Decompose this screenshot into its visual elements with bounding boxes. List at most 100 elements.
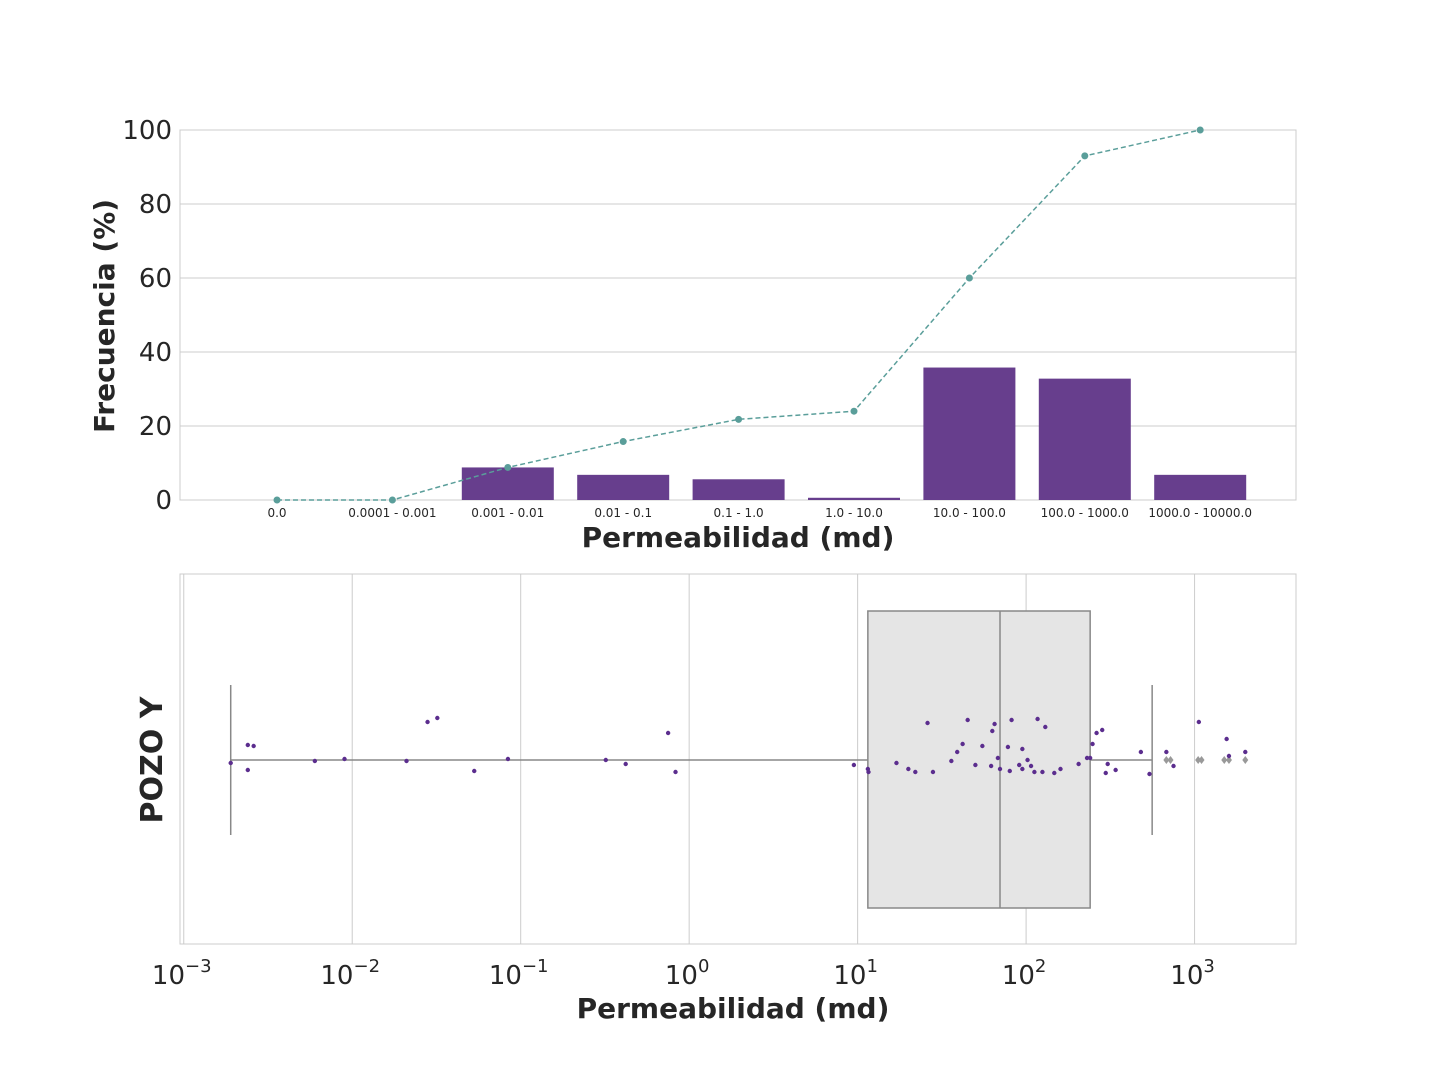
bar bbox=[577, 474, 670, 500]
top-x-tick-label: 1.0 - 10.0 bbox=[825, 506, 883, 520]
top-x-tick-label: 100.0 - 1000.0 bbox=[1041, 506, 1129, 520]
top-y-tick-label: 40 bbox=[139, 338, 172, 368]
top-x-axis-label: Permeabilidad (md) bbox=[582, 521, 895, 554]
strip-point bbox=[1007, 768, 1012, 774]
bottom-x-tick-label: 10−3 bbox=[152, 956, 212, 991]
strip-point bbox=[435, 715, 440, 721]
bottom-x-tick-label: 103 bbox=[1170, 956, 1215, 991]
top-y-tick-label: 80 bbox=[139, 190, 172, 220]
strip-point bbox=[990, 728, 995, 734]
strip-point bbox=[988, 763, 994, 769]
top-x-tick-labels: 0.0 0.0001 - 0.001 0.001 - 0.01 0.01 - 0.1 0… bbox=[267, 506, 1252, 520]
strip-point bbox=[603, 757, 608, 763]
strip-point bbox=[623, 761, 628, 767]
permeability-box-plot: 10−3 10−2 10−1 100 101 102 103 Permeabilidad (… bbox=[135, 573, 1297, 1025]
strip-point bbox=[906, 766, 911, 772]
cumulative-point bbox=[1081, 152, 1089, 160]
strip-point bbox=[1171, 763, 1176, 769]
strip-point bbox=[251, 743, 256, 749]
strip-point bbox=[1025, 757, 1030, 763]
strip-point bbox=[992, 721, 997, 727]
strip-point bbox=[505, 756, 511, 762]
bottom-x-axis-label: Permeabilidad (md) bbox=[577, 992, 890, 1025]
top-x-tick-label: 0.01 - 0.1 bbox=[594, 506, 652, 520]
cumulative-point bbox=[850, 407, 858, 415]
top-x-tick-label: 0.0001 - 0.001 bbox=[348, 506, 436, 520]
outlier-marker bbox=[1195, 756, 1202, 764]
strip-point bbox=[228, 760, 233, 766]
top-y-tick-label: 20 bbox=[139, 412, 172, 442]
iqr-box bbox=[867, 610, 1091, 909]
strip-point bbox=[949, 758, 954, 764]
strip-point bbox=[930, 769, 936, 775]
outlier-marker bbox=[1221, 756, 1228, 764]
strip-point bbox=[894, 760, 899, 766]
cumulative-point bbox=[1196, 126, 1204, 134]
top-y-axis-label: Frecuencia (%) bbox=[88, 199, 121, 433]
bottom-x-tick-label: 100 bbox=[665, 956, 710, 991]
strip-point bbox=[1243, 749, 1248, 755]
strip-point bbox=[1113, 767, 1118, 773]
strip-point bbox=[1138, 749, 1144, 755]
top-x-tick-label: 0.1 - 1.0 bbox=[714, 506, 764, 520]
strip-point bbox=[245, 767, 251, 773]
strip-point bbox=[1052, 770, 1057, 776]
outlier-marker bbox=[1163, 756, 1170, 764]
outlier-marker bbox=[1198, 756, 1205, 764]
strip-point bbox=[1094, 730, 1099, 736]
strip-point bbox=[1017, 762, 1022, 768]
strip-point bbox=[965, 717, 970, 723]
bar bbox=[923, 367, 1016, 500]
strip-point bbox=[665, 730, 671, 736]
bottom-x-tick-label: 10−2 bbox=[320, 956, 380, 991]
strip-point bbox=[1147, 771, 1152, 777]
strip-point bbox=[404, 758, 409, 764]
strip-point bbox=[673, 769, 678, 775]
strip-point bbox=[1090, 741, 1095, 747]
strip-point bbox=[472, 768, 477, 774]
outlier-marker bbox=[1242, 756, 1249, 764]
strip-point bbox=[1005, 744, 1011, 750]
strip-point bbox=[1032, 769, 1037, 775]
bar bbox=[461, 467, 554, 500]
strip-point bbox=[1020, 766, 1025, 772]
strip-point bbox=[1226, 753, 1232, 759]
cumulative-point bbox=[619, 438, 627, 446]
bottom-y-axis-label: POZO Y bbox=[135, 695, 170, 823]
strip-point bbox=[245, 742, 251, 748]
strip-point bbox=[1035, 716, 1040, 722]
strip-point bbox=[913, 769, 918, 775]
strip-point bbox=[425, 719, 430, 725]
bar bbox=[808, 497, 900, 500]
strip-point bbox=[312, 758, 318, 764]
outlier-marker bbox=[1225, 756, 1232, 764]
bar bbox=[1154, 474, 1247, 500]
strip-point bbox=[1009, 717, 1014, 723]
cumulative-point bbox=[965, 274, 973, 282]
bottom-x-tick-label: 101 bbox=[833, 956, 878, 991]
bottom-x-tick-label: 102 bbox=[1002, 956, 1047, 991]
cumulative-point bbox=[388, 496, 396, 504]
cumulative-point bbox=[735, 415, 743, 423]
strip-point bbox=[973, 762, 978, 768]
top-y-tick-label: 60 bbox=[139, 264, 172, 294]
strip-point bbox=[1164, 749, 1169, 755]
cumulative-line bbox=[277, 129, 1201, 501]
strip-points bbox=[228, 715, 1248, 777]
bottom-gridlines bbox=[183, 574, 1196, 944]
strip-point bbox=[1040, 769, 1045, 775]
strip-point bbox=[1084, 755, 1090, 761]
strip-point bbox=[1224, 736, 1229, 742]
strip-point bbox=[1196, 719, 1202, 725]
bottom-plot-area bbox=[179, 573, 1297, 945]
strip-point bbox=[997, 766, 1003, 772]
strip-point bbox=[1087, 755, 1093, 761]
top-x-tick-label: 10.0 - 100.0 bbox=[933, 506, 1006, 520]
strip-point bbox=[1028, 763, 1034, 769]
strip-point bbox=[342, 756, 347, 762]
top-x-tick-label: 0.0 bbox=[267, 506, 286, 520]
strip-point bbox=[925, 720, 930, 726]
strip-point bbox=[851, 762, 857, 768]
strip-point bbox=[995, 755, 1001, 761]
